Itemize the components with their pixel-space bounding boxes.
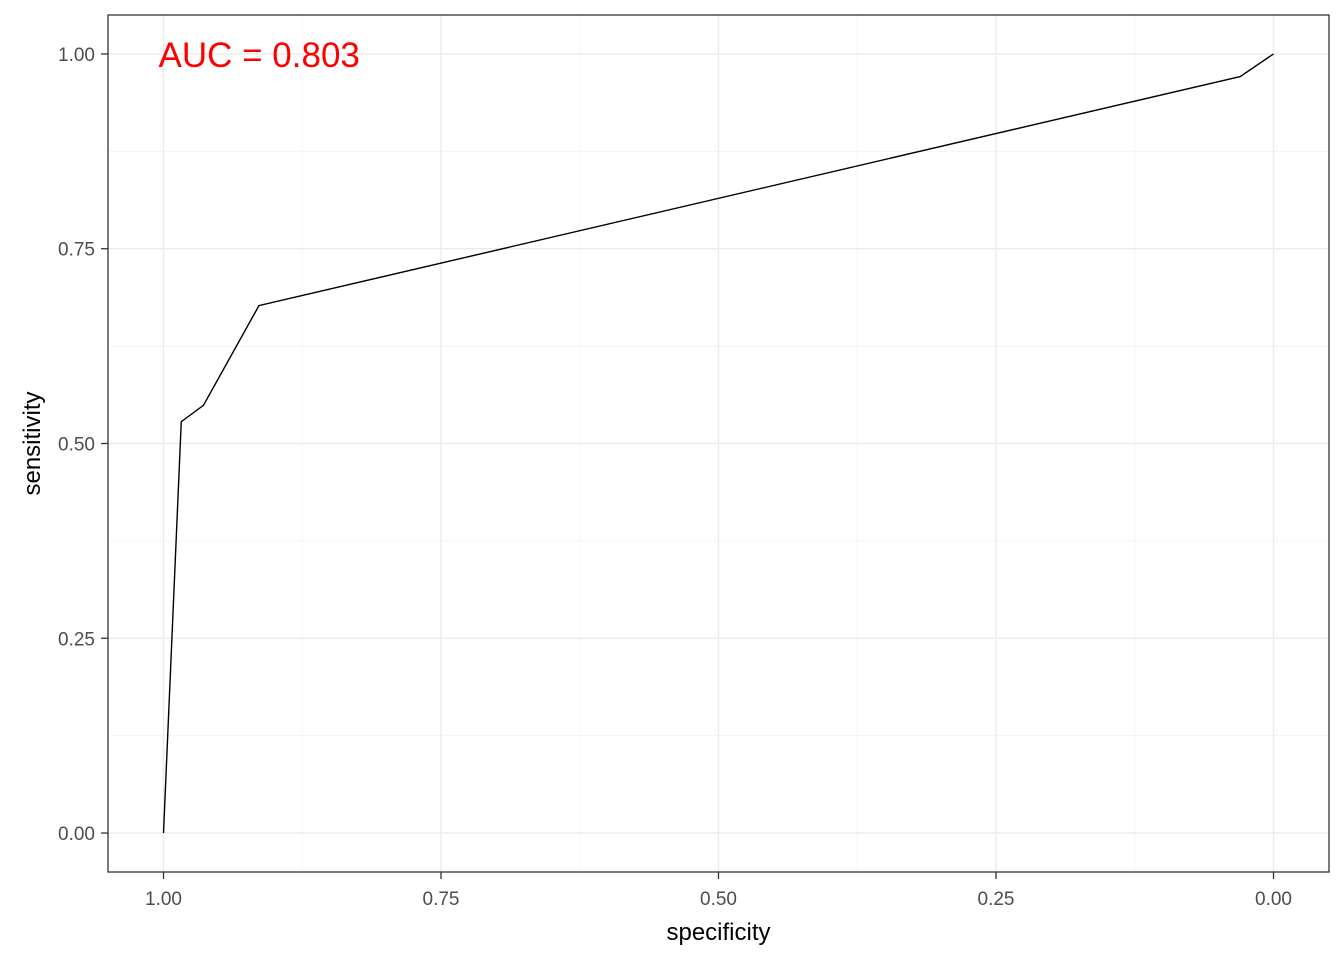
x-axis-title: specificity (666, 919, 770, 946)
x-tick-label: 0.75 (423, 889, 460, 910)
major-gridlines (108, 15, 1329, 872)
y-tick-label: 0.50 (58, 435, 95, 456)
x-tick-label: 1.00 (145, 889, 182, 910)
y-tick-label: 0.75 (58, 240, 95, 261)
x-axis: 1.00 0.75 0.50 0.25 0.00 (145, 872, 1292, 910)
roc-curve-line (162, 53, 1274, 834)
x-tick-label: 0.00 (1255, 889, 1292, 910)
y-tick-label: 0.25 (58, 629, 95, 650)
auc-annotation: AUC = 0.803 (159, 36, 360, 75)
y-tick-label: 0.00 (58, 824, 95, 845)
y-tick-label: 1.00 (58, 45, 95, 66)
series-layer (162, 53, 1274, 834)
x-tick-label: 0.50 (700, 889, 737, 910)
y-axis: 0.00 0.25 0.50 0.75 1.00 (58, 45, 108, 845)
y-axis-title: sensitivity (19, 391, 46, 495)
x-tick-label: 0.25 (978, 889, 1015, 910)
annotation-layer: AUC = 0.803 (159, 36, 360, 75)
